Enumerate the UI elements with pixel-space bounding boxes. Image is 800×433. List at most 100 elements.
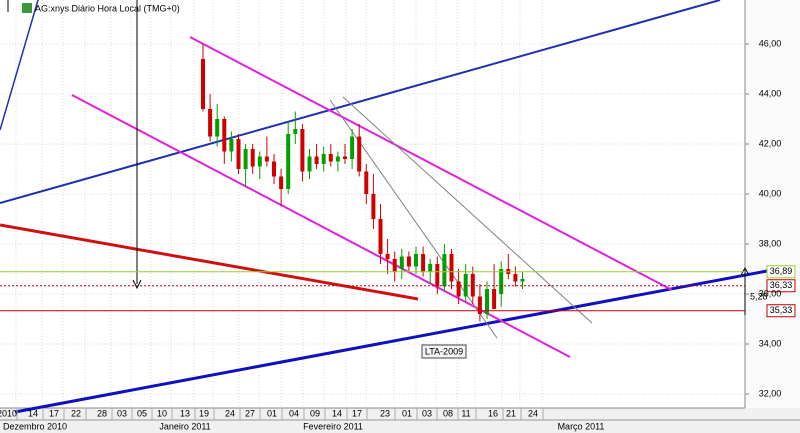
candle-body xyxy=(428,264,433,272)
x-tick-label: 01 xyxy=(267,408,277,418)
x-tick-label: 24 xyxy=(225,408,235,418)
level-label: 35,33 xyxy=(770,305,793,315)
candle-body xyxy=(371,194,376,219)
level-label: 36,33 xyxy=(770,280,793,290)
x-tick-label: 22 xyxy=(71,408,81,418)
y-tick-label: 34,00 xyxy=(759,338,782,348)
y-axis-panel xyxy=(745,0,800,408)
trendline xyxy=(0,223,419,301)
candle-body xyxy=(264,156,269,162)
candle-body xyxy=(449,254,454,282)
chart-icon xyxy=(22,3,32,13)
arrow-head xyxy=(132,279,142,290)
level-tag xyxy=(766,304,796,318)
month-label: Março 2011 xyxy=(558,421,605,431)
candle-body xyxy=(272,161,276,177)
candle-body xyxy=(492,289,497,309)
candle-body xyxy=(385,254,390,259)
trendlines xyxy=(0,0,768,414)
candle-body xyxy=(229,139,234,152)
trendline xyxy=(14,269,768,414)
candle-body xyxy=(477,296,482,314)
candle-body xyxy=(378,219,383,254)
candle-body xyxy=(485,289,489,314)
x-tick-label: 19 xyxy=(199,408,209,418)
x-tick-label: 04 xyxy=(289,408,299,418)
x-tick-label: 05 xyxy=(137,408,147,418)
x-tick-label: 14 xyxy=(332,408,342,418)
x-tick-label: 24 xyxy=(528,408,538,418)
arrow-head xyxy=(740,266,750,276)
candle-body xyxy=(357,136,362,172)
candle-body xyxy=(392,259,397,272)
level-tag xyxy=(766,265,796,279)
candle-body xyxy=(421,254,426,272)
candle-body xyxy=(364,171,369,194)
x-tick-label: 28 xyxy=(97,408,107,418)
candle-body xyxy=(208,109,213,137)
annotation: 5,28 xyxy=(750,291,768,301)
candle-body xyxy=(286,134,291,189)
candle-body xyxy=(399,256,404,269)
candle-body xyxy=(321,154,326,164)
y-tick-label: 46,00 xyxy=(759,38,782,48)
candle-body xyxy=(513,274,518,282)
candle-body xyxy=(335,156,340,162)
x-tick-label: 27 xyxy=(245,408,255,418)
chart-title: AG:xnys Diário Hora Local (TMG+0) xyxy=(35,3,180,13)
candle-body xyxy=(236,139,241,169)
y-tick-label: 38,00 xyxy=(759,238,782,248)
x-tick-label: 09 xyxy=(310,408,320,418)
candle-body xyxy=(279,176,284,189)
candle-body xyxy=(257,156,262,167)
annotation-box xyxy=(421,344,467,359)
x-tick-label: 17 xyxy=(49,408,59,418)
y-tick-label: 42,00 xyxy=(759,138,782,148)
x-tick-label: 03 xyxy=(422,408,432,418)
x-tick-label: 11 xyxy=(461,408,470,418)
level-label: 36,89 xyxy=(770,266,793,276)
candle-body xyxy=(314,156,319,164)
x-tick-label: 21 xyxy=(506,408,516,418)
candle-body xyxy=(201,59,205,109)
trendline xyxy=(0,0,39,131)
candle-body xyxy=(406,256,411,267)
x-tick-label: 13 xyxy=(180,408,190,418)
candle-body xyxy=(250,149,255,167)
candle-body xyxy=(456,281,461,297)
annotation: LTA-2009 xyxy=(425,346,463,356)
trendline xyxy=(0,0,721,204)
candle-body xyxy=(243,149,248,169)
candle-body xyxy=(499,269,504,294)
x-tick-label: 2010 xyxy=(0,408,17,418)
x-tick-label: 08 xyxy=(443,408,453,418)
month-label: Dezembro 2010 xyxy=(3,421,67,431)
candle-body xyxy=(442,254,447,287)
x-tick-label: 10 xyxy=(157,408,167,418)
candle-body xyxy=(307,156,312,172)
month-label: Janeiro 2011 xyxy=(159,421,210,431)
candle-body xyxy=(350,136,355,159)
candle-body xyxy=(435,264,440,287)
x-tick-label: 16 xyxy=(488,408,498,418)
candle-body xyxy=(300,129,305,172)
candle-body xyxy=(343,156,347,159)
level-tag xyxy=(766,279,796,293)
x-tick-label: 03 xyxy=(117,408,127,418)
channel-line xyxy=(189,36,673,291)
candle-body xyxy=(293,129,298,134)
x-tick-label: 01 xyxy=(402,408,412,418)
candle-body xyxy=(414,254,418,267)
candle-body xyxy=(328,154,333,162)
x-tick-label: 14 xyxy=(28,408,38,418)
month-label: Fevereiro 2011 xyxy=(303,421,363,431)
y-tick-label: 44,00 xyxy=(759,88,782,98)
x-tick-label: 17 xyxy=(352,408,362,418)
y-tick-label: 36,00 xyxy=(759,288,782,298)
x-tick-label: 23 xyxy=(380,408,390,418)
y-tick-label: 32,00 xyxy=(759,388,782,398)
candle-body xyxy=(215,119,220,137)
y-tick-label: 40,00 xyxy=(759,188,782,198)
